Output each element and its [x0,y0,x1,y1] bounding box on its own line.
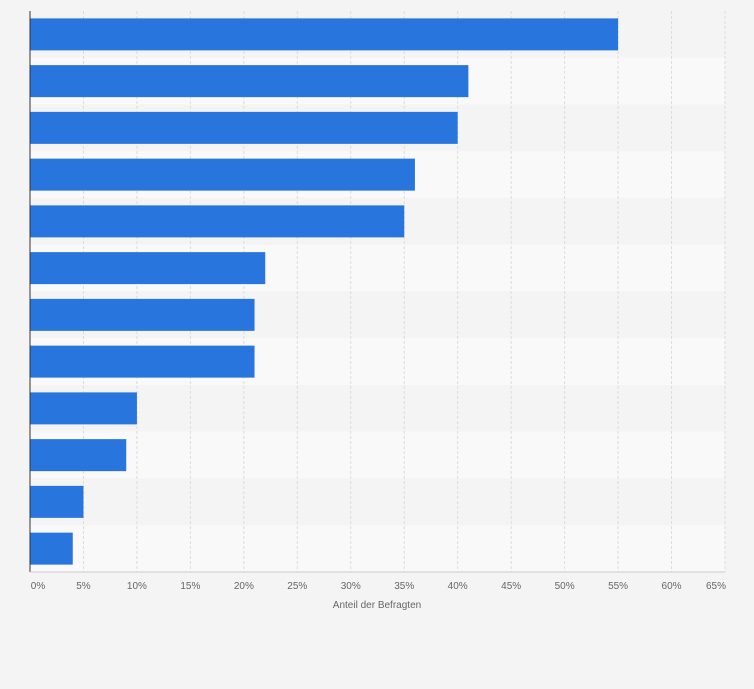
x-tick-label: 10% [127,581,147,592]
x-tick-label: 55% [608,581,628,592]
x-tick-label: 50% [555,581,575,592]
bar[interactable] [30,392,137,425]
bar[interactable] [30,485,84,518]
x-tick-label: 35% [394,581,414,592]
x-tick-label: 20% [234,581,254,592]
x-tick-label: 65% [706,581,726,592]
x-axis-title: Anteil der Befragten [333,600,421,611]
bars [30,18,619,565]
x-tick-label: 30% [341,581,361,592]
x-tick-label: 60% [662,581,682,592]
x-tick-label: 0% [31,581,46,592]
bar[interactable] [30,205,405,238]
x-tick-label: 25% [287,581,307,592]
bar[interactable] [30,252,266,285]
bar[interactable] [30,18,619,51]
bar[interactable] [30,345,255,378]
row-band [30,385,725,432]
x-tick-labels: 0% 5% 10% 15% 20% 25% 30% 35% 40% 45% 50% 55% 60% 65% [31,581,726,592]
bar[interactable] [30,111,458,144]
gridlines [82,11,726,572]
x-tick-label: 45% [501,581,521,592]
bar[interactable] [30,65,469,98]
row-band [30,525,725,572]
bar[interactable] [30,439,127,472]
bar[interactable] [30,532,73,565]
axes [29,11,725,573]
bar[interactable] [30,298,255,331]
x-tick-label: 40% [448,581,468,592]
x-tick-label: 5% [76,581,91,592]
x-tick-label: 15% [180,581,200,592]
row-band [30,431,725,479]
row-band [30,478,725,526]
bar[interactable] [30,158,415,191]
